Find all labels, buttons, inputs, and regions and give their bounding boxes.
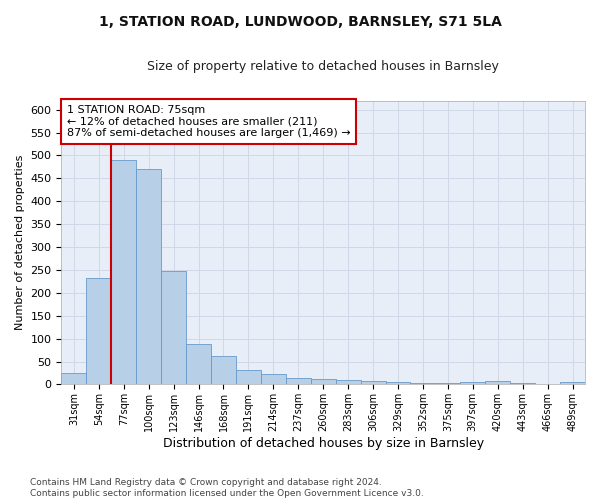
Bar <box>510 382 535 384</box>
Bar <box>361 381 386 384</box>
X-axis label: Distribution of detached houses by size in Barnsley: Distribution of detached houses by size … <box>163 437 484 450</box>
Bar <box>161 271 186 384</box>
Bar <box>136 169 161 384</box>
Y-axis label: Number of detached properties: Number of detached properties <box>15 155 25 330</box>
Bar <box>436 382 460 384</box>
Bar <box>86 278 111 384</box>
Text: 1 STATION ROAD: 75sqm
← 12% of detached houses are smaller (211)
87% of semi-det: 1 STATION ROAD: 75sqm ← 12% of detached … <box>67 105 350 138</box>
Bar <box>460 382 485 384</box>
Bar <box>111 160 136 384</box>
Bar <box>61 373 86 384</box>
Bar <box>410 382 436 384</box>
Bar <box>386 382 410 384</box>
Bar <box>485 381 510 384</box>
Bar <box>261 374 286 384</box>
Title: Size of property relative to detached houses in Barnsley: Size of property relative to detached ho… <box>147 60 499 73</box>
Bar <box>186 344 211 385</box>
Bar <box>236 370 261 384</box>
Bar <box>211 356 236 384</box>
Text: Contains HM Land Registry data © Crown copyright and database right 2024.
Contai: Contains HM Land Registry data © Crown c… <box>30 478 424 498</box>
Text: 1, STATION ROAD, LUNDWOOD, BARNSLEY, S71 5LA: 1, STATION ROAD, LUNDWOOD, BARNSLEY, S71… <box>98 15 502 29</box>
Bar <box>311 380 335 384</box>
Bar <box>335 380 361 384</box>
Bar <box>286 378 311 384</box>
Bar <box>560 382 585 384</box>
